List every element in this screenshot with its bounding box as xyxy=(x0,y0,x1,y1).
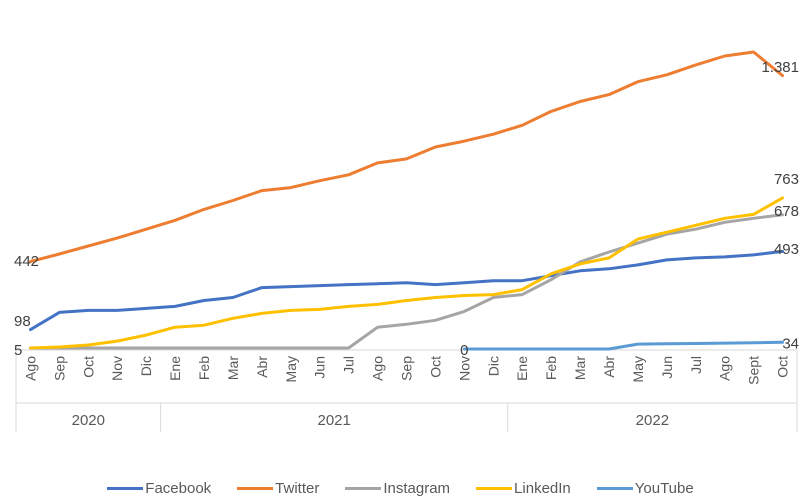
x-tick-label: May xyxy=(283,356,299,382)
legend-item-twitter: Twitter xyxy=(237,478,319,498)
series-line-instagram xyxy=(29,213,784,350)
x-tick-label: Ene xyxy=(514,356,530,381)
x-tick-label: Nov xyxy=(109,356,125,381)
legend-label: LinkedIn xyxy=(514,479,571,497)
x-tick-label: Feb xyxy=(196,356,212,380)
x-tick-label: Oct xyxy=(775,356,791,378)
x-tick-label: Abr xyxy=(254,356,270,378)
data-label: 5 xyxy=(14,342,22,359)
legend-swatch xyxy=(237,486,274,490)
x-tick-label: Dic xyxy=(138,356,154,376)
x-tick-label: Mar xyxy=(572,356,588,380)
x-tick-label: May xyxy=(630,356,646,382)
x-tick-label: Oct xyxy=(80,356,96,378)
x-tick-label: Sept xyxy=(746,356,762,385)
data-label: 493 xyxy=(774,241,799,258)
data-label: 0 xyxy=(460,342,468,359)
year-label: 2020 xyxy=(72,412,105,429)
x-tick-label: Mar xyxy=(225,356,241,380)
x-tick-label: Jul xyxy=(341,356,357,374)
x-tick-label: Ago xyxy=(22,356,38,381)
data-labels: 98 442 5 1.381 763 678 493 0 34 xyxy=(14,59,799,359)
legend-label: Twitter xyxy=(275,479,320,497)
data-label: 98 xyxy=(14,313,31,330)
year-label: 2022 xyxy=(636,412,669,429)
data-label: 678 xyxy=(774,203,799,220)
legend-item-instagram: Instagram xyxy=(345,478,450,498)
x-tick-label: Sep xyxy=(399,356,415,381)
x-tick-label: Ene xyxy=(167,356,183,381)
legend-swatch xyxy=(476,486,513,490)
series-line-linkedin xyxy=(29,196,784,350)
legend-swatch xyxy=(345,486,382,490)
series-lines xyxy=(29,50,784,351)
data-label: 34 xyxy=(782,335,799,352)
legend-label: YouTube xyxy=(634,479,694,497)
x-axis: 2020 2021 2022 Ago Sep Oct Nov Dic Ene Feb Mar Abr M… xyxy=(15,349,798,432)
legend-item-facebook: Facebook xyxy=(107,478,211,498)
series-line-twitter xyxy=(29,50,784,263)
year-label: 2021 xyxy=(317,412,350,429)
x-tick-label: Nov xyxy=(456,356,472,381)
x-tick-label: Dic xyxy=(485,356,501,376)
x-tick-label: Sep xyxy=(51,356,67,381)
data-label: 763 xyxy=(774,171,799,188)
x-tick-label: Jun xyxy=(659,356,675,379)
x-tick-label: Ago xyxy=(370,356,386,381)
legend-item-linkedin: LinkedIn xyxy=(476,478,571,498)
x-tick-label: Feb xyxy=(543,356,559,380)
series-line-facebook xyxy=(29,249,784,332)
data-label: 442 xyxy=(14,253,39,270)
line-chart: 2020 2021 2022 Ago Sep Oct Nov Dic Ene Feb Mar Abr M… xyxy=(14,50,799,432)
x-tick-label: Abr xyxy=(601,356,617,378)
legend-item-youtube: YouTube xyxy=(596,478,694,498)
x-tick-label: Ago xyxy=(717,356,733,381)
legend-label: Facebook xyxy=(145,479,212,497)
data-label: 1.381 xyxy=(761,59,799,76)
x-tick-label: Oct xyxy=(427,356,443,378)
series-line-youtube xyxy=(462,340,784,351)
legend: Facebook Twitter Instagram LinkedIn YouTube xyxy=(0,478,801,498)
x-tick-label: Jul xyxy=(688,356,704,374)
legend-label: Instagram xyxy=(383,479,451,497)
legend-swatch xyxy=(107,486,144,490)
x-tick-label: Jun xyxy=(312,356,328,379)
legend-swatch xyxy=(596,486,633,490)
